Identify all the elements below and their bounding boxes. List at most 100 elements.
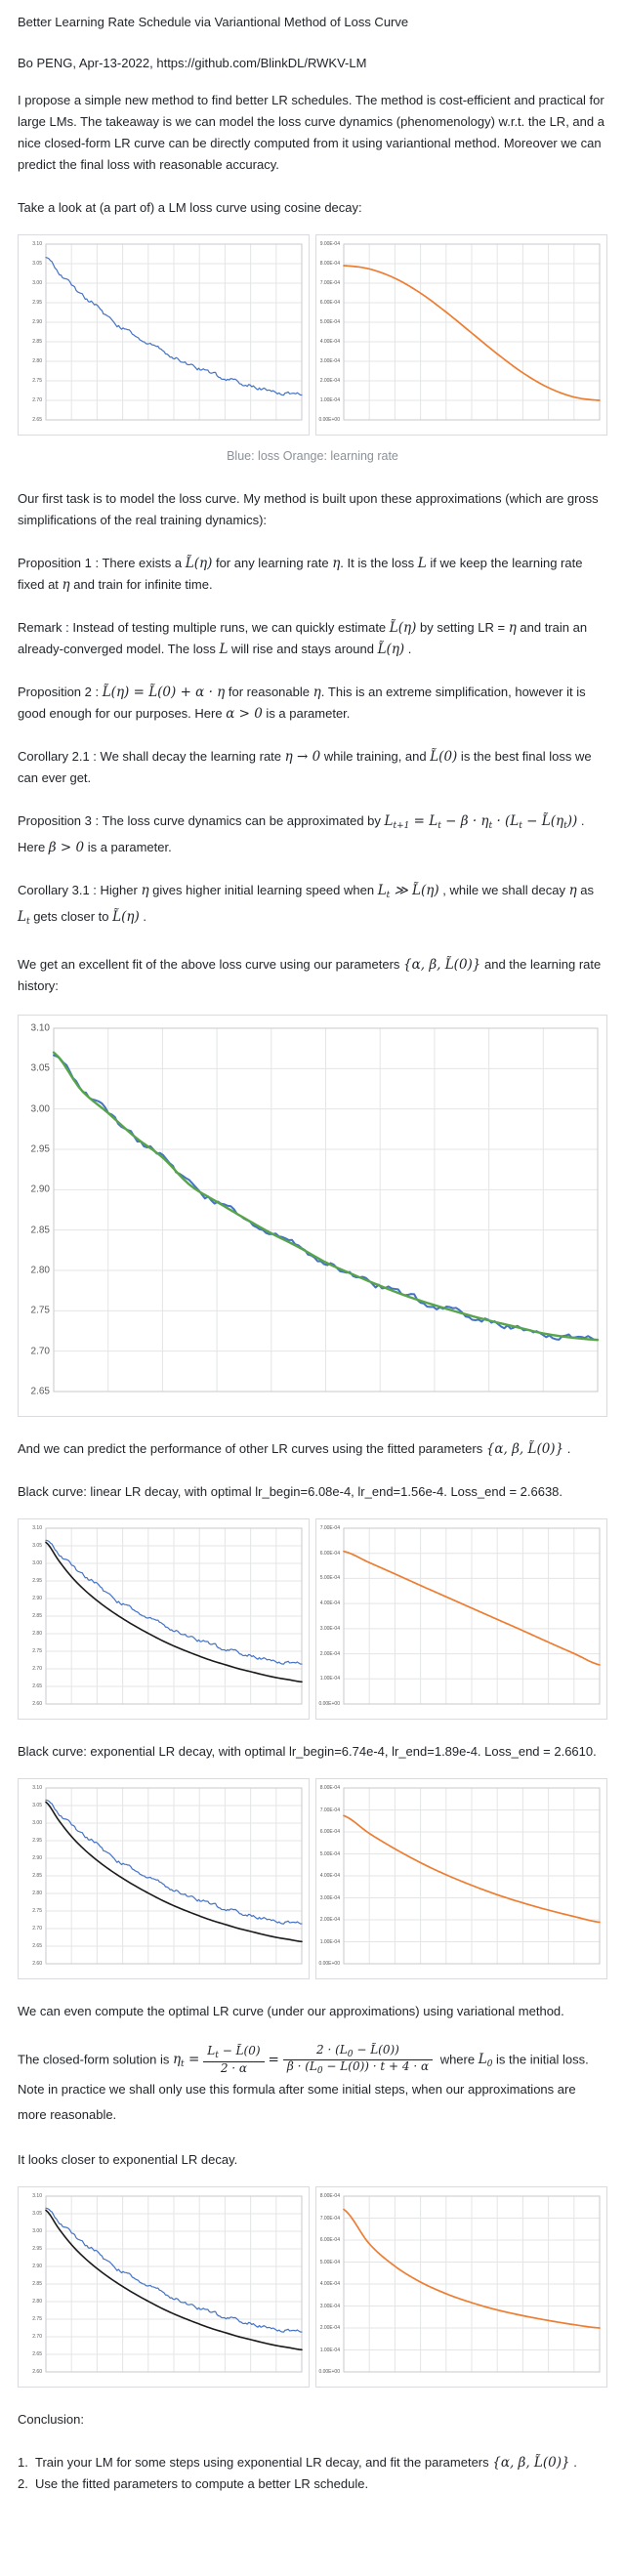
chart-loss-exponential: 3.10 3.05 3.00 2.95 2.90 2.85 2.80 2.75 2.70 2.65… bbox=[18, 1778, 310, 1979]
conclusion-list: 1. Train your LM for some steps using ex… bbox=[18, 2452, 607, 2495]
inline-math: η bbox=[312, 685, 321, 700]
y-axis-tick: 3.05 bbox=[32, 1543, 42, 1549]
plot-border bbox=[45, 1527, 303, 1705]
compute-paragraph: We can even compute the optimal LR curve… bbox=[18, 2004, 564, 2018]
math-subscript: 0 bbox=[486, 2059, 493, 2070]
corollary-2-1: Corollary 2.1 : We shall decay the learn… bbox=[18, 749, 592, 785]
y-axis-tick: 2.00E-04 bbox=[319, 1917, 340, 1923]
y-axis-tick: 2.85 bbox=[32, 1873, 42, 1879]
math-subscript: t bbox=[386, 891, 391, 900]
y-axis-tick: 0.00E+00 bbox=[318, 1701, 340, 1707]
math-subscript: 0 bbox=[347, 2050, 354, 2059]
y-axis-tick: 3.10 bbox=[30, 1022, 50, 1034]
y-axis-tick: 2.75 bbox=[30, 1305, 50, 1316]
y-axis-tick: 2.60 bbox=[32, 2369, 42, 2376]
figure-linear-pair: 3.10 3.05 3.00 2.95 2.90 2.85 2.80 2.75 2.70 2.65… bbox=[18, 1518, 607, 1720]
math-fraction: Lt − L̃(0) 2 · α bbox=[203, 2044, 265, 2075]
fit-paragraph: We get an excellent fit of the above los… bbox=[18, 957, 602, 993]
proposition-2: Proposition 2 : L̃(η) = L̃(0) + α · η fo… bbox=[18, 685, 586, 722]
y-axis-tick: 2.75 bbox=[32, 1908, 42, 1914]
math-subscript: t bbox=[488, 821, 493, 831]
y-axis-tick: 7.00E-04 bbox=[319, 1807, 340, 1813]
y-axis-tick: 7.00E-04 bbox=[319, 280, 340, 286]
y-axis-tick: 3.00E-04 bbox=[319, 1894, 340, 1901]
math-subscript: 0 bbox=[316, 2066, 323, 2077]
y-axis-tick: 3.05 bbox=[32, 2211, 42, 2218]
y-axis-tick: 3.00E-04 bbox=[319, 2303, 340, 2309]
y-axis-tick: 5.00E-04 bbox=[319, 1575, 340, 1582]
y-axis-tick: 0.00E+00 bbox=[318, 417, 340, 423]
predicted-exp-decay-curve bbox=[45, 1801, 303, 1943]
y-axis-tick: 9.00E-04 bbox=[319, 241, 340, 247]
y-axis-tick: 3.05 bbox=[32, 261, 42, 267]
inline-math: η bbox=[62, 577, 70, 593]
y-axis-tick: 2.75 bbox=[32, 378, 42, 384]
y-axis-tick: 2.80 bbox=[32, 2299, 42, 2306]
inline-math: L̃(η) bbox=[377, 642, 405, 657]
y-axis-tick: 0.00E+00 bbox=[318, 2369, 340, 2376]
y-axis-tick: 3.00E-04 bbox=[319, 358, 340, 364]
inline-math: ηt = bbox=[172, 2052, 200, 2070]
learning-rate-linear-curve bbox=[343, 1550, 601, 1666]
y-axis-tick: 2.80 bbox=[30, 1265, 50, 1276]
inline-math: L̃(0) bbox=[430, 749, 458, 765]
math-subscript: t+1 bbox=[393, 821, 410, 831]
chart-canvas bbox=[52, 1027, 600, 1392]
y-axis-tick: 2.00E-04 bbox=[319, 378, 340, 384]
y-axis-tick: 2.90 bbox=[32, 2264, 42, 2270]
y-axis-tick: 3.00 bbox=[32, 1560, 42, 1566]
byline: Bo PENG, Apr-13-2022, https://github.com… bbox=[18, 56, 367, 70]
y-axis-tick: 2.70 bbox=[30, 1346, 50, 1357]
learning-rate-variational-curve bbox=[343, 2208, 601, 2330]
proposition-3: Proposition 3 : The loss curve dynamics … bbox=[18, 813, 585, 855]
figure-caption: Blue: loss Orange: learning rate bbox=[227, 449, 398, 463]
y-axis-tick: 2.65 bbox=[30, 1386, 50, 1397]
chart-canvas bbox=[45, 1527, 303, 1705]
y-axis-tick: 6.00E-04 bbox=[319, 1550, 340, 1557]
plot-border bbox=[53, 1027, 599, 1392]
conclusion-heading: Conclusion: bbox=[18, 2412, 84, 2428]
fraction-denominator: β · (L0 − L̃(0)) · t + 4 · α bbox=[286, 2059, 430, 2077]
inline-math: L̃(η) bbox=[185, 556, 213, 571]
chart-lr-exponential: 8.00E-04 7.00E-04 6.00E-04 5.00E-04 4.00E-04… bbox=[315, 1778, 607, 1979]
list-item-number: 1. bbox=[18, 2455, 28, 2471]
figure-variational-pair: 3.10 3.05 3.00 2.95 2.90 2.85 2.80 2.75 2.70 2.65… bbox=[18, 2186, 607, 2389]
y-axis-tick: 2.00E-04 bbox=[319, 2325, 340, 2332]
math-subscript: t bbox=[181, 2059, 185, 2070]
y-axis-tick: 8.00E-04 bbox=[319, 1785, 340, 1791]
proposition-1: Proposition 1 : There exists a L̃(η) for… bbox=[18, 556, 583, 593]
inline-math: η → 0 bbox=[284, 749, 321, 765]
y-axis-tick: 1.00E-04 bbox=[319, 1938, 340, 1945]
inline-math: η bbox=[141, 883, 149, 898]
y-axis-tick: 2.60 bbox=[32, 1961, 42, 1967]
inline-math: η bbox=[568, 883, 577, 898]
inline-math: L̃(η) = L̃(0) + α · η bbox=[102, 685, 226, 700]
chart-lr-variational: 8.00E-04 7.00E-04 6.00E-04 5.00E-04 4.00E-04… bbox=[315, 2186, 607, 2389]
y-axis-tick: 2.90 bbox=[30, 1184, 50, 1195]
y-axis-tick: 2.70 bbox=[32, 1666, 42, 1672]
chart-lr-linear: 7.00E-04 6.00E-04 5.00E-04 4.00E-04 3.00E-04… bbox=[315, 1518, 607, 1720]
closed-form-paragraph: The closed-form solution is ηt = Lt − L̃(… bbox=[18, 2043, 589, 2123]
conclusion-item: 1. Train your LM for some steps using ex… bbox=[18, 2452, 607, 2473]
y-axis-tick: 2.70 bbox=[32, 2334, 42, 2341]
fraction-denominator: 2 · α bbox=[220, 2060, 247, 2075]
inline-math: η bbox=[332, 556, 341, 571]
predicted-linear-decay-curve bbox=[45, 1541, 303, 1683]
y-axis-tick: 1.00E-04 bbox=[319, 397, 340, 403]
y-axis-tick: 3.10 bbox=[32, 241, 42, 247]
take-look-paragraph: Take a look at (a part of) a LM loss cur… bbox=[18, 200, 362, 215]
y-axis-tick: 2.95 bbox=[30, 1143, 50, 1155]
y-axis-tick: 2.80 bbox=[32, 1890, 42, 1896]
math-subscript: t bbox=[25, 917, 30, 927]
y-axis-tick: 6.00E-04 bbox=[319, 2237, 340, 2244]
y-axis-tick: 2.85 bbox=[32, 1613, 42, 1619]
figure-exponential-pair: 3.10 3.05 3.00 2.95 2.90 2.85 2.80 2.75 2.70 2.65… bbox=[18, 1778, 607, 1979]
inline-math: L0 bbox=[478, 2052, 493, 2070]
loss-curve bbox=[45, 1539, 303, 1665]
y-axis-tick: 8.00E-04 bbox=[319, 261, 340, 267]
y-axis-tick: 2.90 bbox=[32, 1855, 42, 1861]
inline-math: L̃(η) bbox=[389, 620, 417, 636]
y-axis-tick: 2.95 bbox=[32, 300, 42, 306]
inline-math: = bbox=[268, 2052, 279, 2068]
